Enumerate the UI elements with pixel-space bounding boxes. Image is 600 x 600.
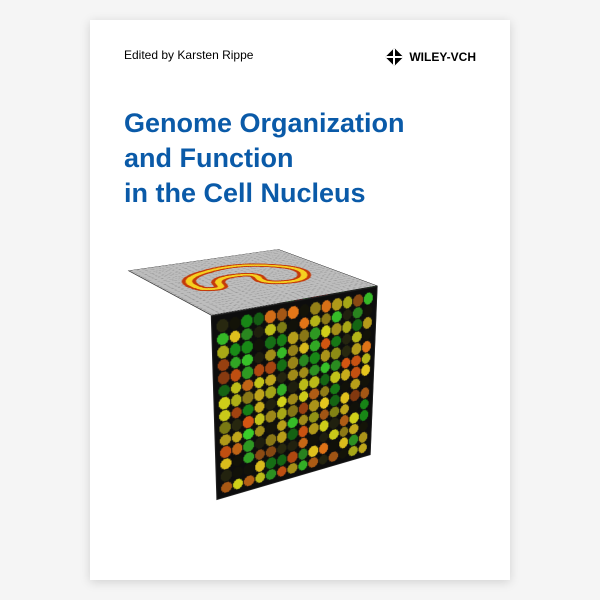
publisher-block: WILEY-VCH [385, 48, 476, 66]
publisher-name: WILEY-VCH [409, 50, 476, 64]
title-line1: Genome Organization [124, 106, 476, 141]
editor-prefix: Edited by [124, 48, 174, 62]
cover-header: Edited by Karsten Rippe WILEY-VCH [124, 48, 476, 66]
editor-credit: Edited by Karsten Rippe [124, 48, 253, 62]
editor-name: Karsten Rippe [177, 48, 253, 62]
data-cube [166, 257, 381, 527]
book-title: Genome Organization and Function in the … [124, 106, 476, 211]
title-line3: in the Cell Nucleus [124, 176, 476, 211]
book-cover: Edited by Karsten Rippe WILEY-VCH Genome… [90, 20, 510, 580]
title-line2: and Function [124, 141, 476, 176]
cover-illustration [161, 270, 401, 510]
microarray-grid [212, 287, 377, 499]
cube-front-face [211, 286, 378, 501]
wiley-logo-icon [385, 48, 403, 66]
